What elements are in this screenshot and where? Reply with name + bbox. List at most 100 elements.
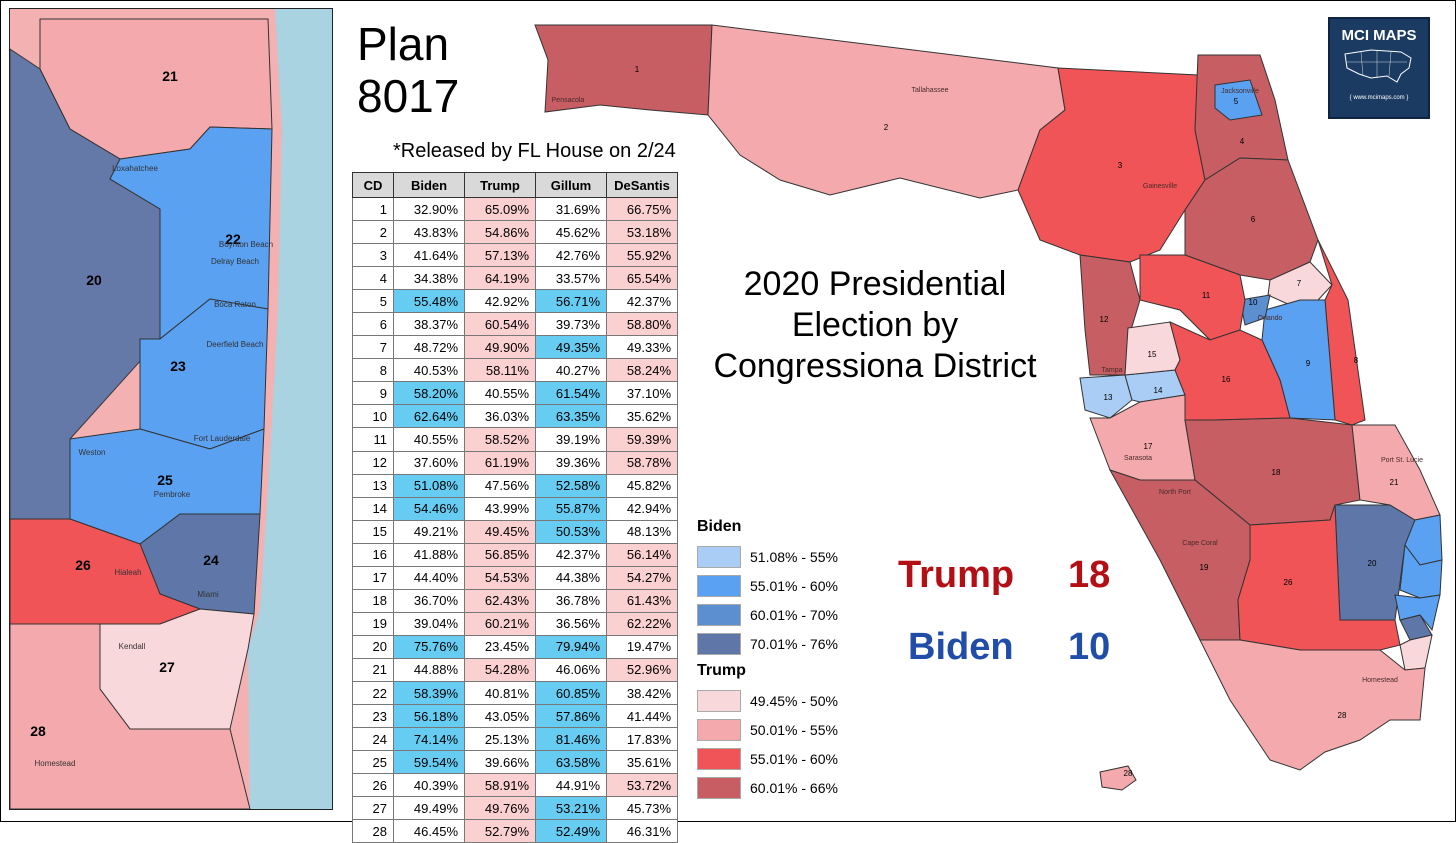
legend-label: 60.01% - 66%: [750, 779, 838, 796]
fl-district-13: [1079, 374, 1133, 419]
fl-district-25: [1394, 594, 1441, 632]
table-cell: 35.61%: [606, 750, 678, 775]
legend: Biden 51.08% - 55% 55.01% - 60% 60.01% - 7…: [697, 518, 838, 802]
table-cell: 49.76%: [464, 796, 536, 821]
legend-item-biden: 70.01% - 76%: [697, 629, 838, 658]
table-cell: 62.43%: [464, 588, 536, 613]
table-cell: 53.18%: [606, 220, 678, 245]
table-row: 25 59.54% 39.66% 63.58% 35.61%: [352, 750, 678, 775]
inset-map: 21 22 20 23 25 26 24 27 28 Loxahatchee B…: [9, 8, 333, 810]
table-cell: 49.90%: [464, 335, 536, 360]
table-cell: 13: [352, 473, 394, 498]
table-cell: 24: [352, 727, 394, 752]
table-cell: 58.11%: [464, 358, 536, 383]
fl-num-14: 14: [1154, 386, 1163, 395]
table-cell: 58.80%: [606, 312, 678, 337]
table-cell: 43.83%: [393, 220, 465, 245]
legend-item-biden: 55.01% - 60%: [697, 571, 838, 600]
table-row: 23 56.18% 43.05% 57.86% 41.44%: [352, 704, 678, 729]
legend-item-biden: 60.01% - 70%: [697, 600, 838, 629]
inset-label-24: 24: [203, 552, 219, 568]
table-row: 8 40.53% 58.11% 40.27% 58.24%: [352, 358, 678, 383]
table-cell: 46.31%: [606, 819, 678, 843]
table-row: 20 75.76% 23.45% 79.94% 19.47%: [352, 634, 678, 659]
table-cell: 65.09%: [464, 196, 536, 222]
table-row: 7 48.72% 49.90% 49.35% 49.33%: [352, 335, 678, 360]
mci-maps-logo: MCI MAPS { www.mcimaps.com }: [1328, 17, 1430, 119]
table-cell: 47.56%: [464, 473, 536, 498]
table-cell: 65.54%: [606, 266, 678, 291]
table-cell: 56.14%: [606, 542, 678, 567]
inset-label-26: 26: [75, 557, 91, 573]
table-cell: 37.10%: [606, 381, 678, 406]
table-row: 14 54.46% 43.99% 55.87% 42.94%: [352, 496, 678, 521]
table-cell: 64.19%: [464, 266, 536, 291]
fl-place-sarasota: Sarasota: [1124, 455, 1152, 462]
inset-place-delray-beach: Delray Beach: [211, 257, 259, 266]
inset-place-boca-raton: Boca Raton: [214, 300, 256, 309]
table-cell: 42.37%: [535, 542, 607, 567]
fl-num-10: 10: [1249, 298, 1258, 307]
header-cd: CD: [352, 172, 394, 198]
table-cell: 25.13%: [464, 727, 536, 752]
table-cell: 52.58%: [535, 473, 607, 498]
inset-place-kendall: Kendall: [119, 642, 146, 651]
table-cell: 25: [352, 750, 394, 775]
table-cell: 63.35%: [535, 404, 607, 429]
table-cell: 42.92%: [464, 289, 536, 314]
table-row: 6 38.37% 60.54% 39.73% 58.80%: [352, 312, 678, 337]
legend-swatch: [697, 603, 741, 626]
table-cell: 44.40%: [393, 565, 465, 590]
table-cell: 52.49%: [535, 819, 607, 843]
table-cell: 42.94%: [606, 496, 678, 521]
legend-swatch: [697, 747, 741, 770]
table-cell: 19: [352, 611, 394, 636]
legend-swatch: [697, 545, 741, 568]
fl-num-11: 11: [1202, 291, 1211, 300]
fl-num-17: 17: [1144, 442, 1153, 451]
table-cell: 42.76%: [535, 243, 607, 268]
table-cell: 40.27%: [535, 358, 607, 383]
fl-num-28b: 28: [1124, 769, 1133, 778]
table-cell: 36.03%: [464, 404, 536, 429]
table-cell: 59.39%: [606, 427, 678, 452]
legend-swatch: [697, 718, 741, 741]
fl-district-10: [1239, 294, 1271, 326]
table-row: 21 44.88% 54.28% 46.06% 52.96%: [352, 657, 678, 682]
fl-district-5: [1214, 79, 1263, 121]
legend-biden-items: 51.08% - 55% 55.01% - 60% 60.01% - 70% 70.0…: [697, 542, 838, 658]
fl-num-26: 26: [1284, 578, 1293, 587]
map-title-line1: 2020 Presidential: [743, 265, 1007, 303]
fl-num-4: 4: [1240, 137, 1245, 146]
table-cell: 43.05%: [464, 704, 536, 729]
inset-label-22: 22: [225, 231, 241, 247]
table-cell: 36.78%: [535, 588, 607, 613]
table-cell: 40.53%: [393, 358, 465, 383]
fl-num-28: 28: [1338, 711, 1347, 720]
table-cell: 74.14%: [393, 727, 465, 752]
table-cell: 40.55%: [393, 427, 465, 452]
fl-place-gainesville: Gainesville: [1143, 183, 1177, 190]
fl-num-12: 12: [1100, 315, 1109, 324]
legend-label: 49.45% - 50%: [750, 692, 838, 709]
table-cell: 54.53%: [464, 565, 536, 590]
table-cell: 53.72%: [606, 773, 678, 798]
table-cell: 52.96%: [606, 657, 678, 682]
fl-district-28: [1199, 639, 1426, 771]
fl-place-homestead: Homestead: [1362, 677, 1398, 684]
table-cell: 54.28%: [464, 657, 536, 682]
table-cell: 63.58%: [535, 750, 607, 775]
inset-place-boynton-beach: Boynton Beach: [219, 240, 273, 249]
table-cell: 19.47%: [606, 634, 678, 659]
inset-place-weston: Weston: [79, 448, 106, 457]
fl-place-port-st-lucie: Port St. Lucie: [1381, 457, 1423, 464]
table-cell: 66.75%: [606, 196, 678, 222]
table-cell: 41.88%: [393, 542, 465, 567]
table-cell: 60.21%: [464, 611, 536, 636]
plan-title-line2: 8017: [357, 70, 460, 122]
table-cell: 3: [352, 243, 394, 268]
trump-tally: Trump 18: [898, 554, 1110, 597]
legend-label: 60.01% - 70%: [750, 606, 838, 623]
legend-item-trump: 60.01% - 66%: [697, 773, 838, 802]
table-cell: 33.57%: [535, 266, 607, 291]
